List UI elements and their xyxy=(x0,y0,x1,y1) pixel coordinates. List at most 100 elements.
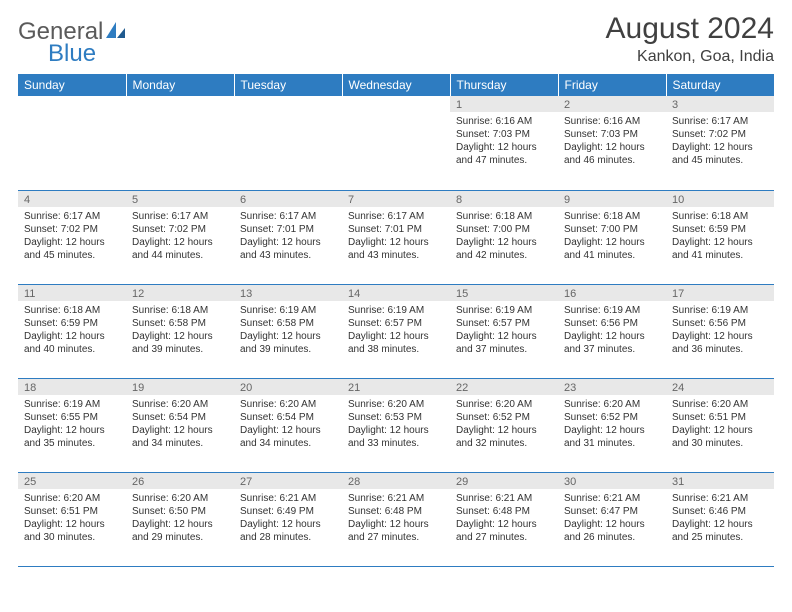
day-details: Sunrise: 6:17 AMSunset: 7:01 PMDaylight:… xyxy=(342,207,450,265)
logo-line2: Blue xyxy=(48,40,96,68)
day-number: 28 xyxy=(342,473,450,489)
calendar-day: 28Sunrise: 6:21 AMSunset: 6:48 PMDayligh… xyxy=(342,472,450,566)
day-details: Sunrise: 6:20 AMSunset: 6:52 PMDaylight:… xyxy=(450,395,558,453)
day-number: 3 xyxy=(666,96,774,112)
day-number: 27 xyxy=(234,473,342,489)
day-number: 10 xyxy=(666,191,774,207)
weekday-header: Wednesday xyxy=(342,74,450,96)
calendar-day: 12Sunrise: 6:18 AMSunset: 6:58 PMDayligh… xyxy=(126,284,234,378)
day-number: 21 xyxy=(342,379,450,395)
location: Kankon, Goa, India xyxy=(606,48,774,66)
page-title: August 2024 xyxy=(606,12,774,46)
calendar-day: 17Sunrise: 6:19 AMSunset: 6:56 PMDayligh… xyxy=(666,284,774,378)
day-number: 15 xyxy=(450,285,558,301)
day-details: Sunrise: 6:20 AMSunset: 6:53 PMDaylight:… xyxy=(342,395,450,453)
calendar-day: 7Sunrise: 6:17 AMSunset: 7:01 PMDaylight… xyxy=(342,190,450,284)
day-details: Sunrise: 6:21 AMSunset: 6:46 PMDaylight:… xyxy=(666,489,774,547)
calendar-day: 16Sunrise: 6:19 AMSunset: 6:56 PMDayligh… xyxy=(558,284,666,378)
weekday-header: Thursday xyxy=(450,74,558,96)
calendar-day: 25Sunrise: 6:20 AMSunset: 6:51 PMDayligh… xyxy=(18,472,126,566)
day-number: 4 xyxy=(18,191,126,207)
day-details: Sunrise: 6:16 AMSunset: 7:03 PMDaylight:… xyxy=(450,112,558,170)
day-details: Sunrise: 6:19 AMSunset: 6:57 PMDaylight:… xyxy=(450,301,558,359)
day-number: 23 xyxy=(558,379,666,395)
day-details: Sunrise: 6:18 AMSunset: 6:59 PMDaylight:… xyxy=(666,207,774,265)
day-number: 31 xyxy=(666,473,774,489)
weekday-header: Saturday xyxy=(666,74,774,96)
day-number: 16 xyxy=(558,285,666,301)
calendar-empty xyxy=(18,96,126,190)
logo-word-2: Blue xyxy=(48,40,96,67)
weekday-header-row: SundayMondayTuesdayWednesdayThursdayFrid… xyxy=(18,74,774,96)
calendar-day: 23Sunrise: 6:20 AMSunset: 6:52 PMDayligh… xyxy=(558,378,666,472)
day-details: Sunrise: 6:17 AMSunset: 7:01 PMDaylight:… xyxy=(234,207,342,265)
header: General August 2024 Kankon, Goa, India xyxy=(18,12,774,66)
day-details: Sunrise: 6:18 AMSunset: 7:00 PMDaylight:… xyxy=(558,207,666,265)
calendar-day: 3Sunrise: 6:17 AMSunset: 7:02 PMDaylight… xyxy=(666,96,774,190)
weekday-header: Sunday xyxy=(18,74,126,96)
calendar-day: 24Sunrise: 6:20 AMSunset: 6:51 PMDayligh… xyxy=(666,378,774,472)
day-details: Sunrise: 6:19 AMSunset: 6:56 PMDaylight:… xyxy=(558,301,666,359)
calendar-day: 9Sunrise: 6:18 AMSunset: 7:00 PMDaylight… xyxy=(558,190,666,284)
calendar-row: 25Sunrise: 6:20 AMSunset: 6:51 PMDayligh… xyxy=(18,472,774,566)
calendar-day: 18Sunrise: 6:19 AMSunset: 6:55 PMDayligh… xyxy=(18,378,126,472)
title-block: August 2024 Kankon, Goa, India xyxy=(606,12,774,66)
day-details: Sunrise: 6:17 AMSunset: 7:02 PMDaylight:… xyxy=(18,207,126,265)
day-details: Sunrise: 6:17 AMSunset: 7:02 PMDaylight:… xyxy=(666,112,774,170)
calendar-day: 15Sunrise: 6:19 AMSunset: 6:57 PMDayligh… xyxy=(450,284,558,378)
day-details: Sunrise: 6:20 AMSunset: 6:50 PMDaylight:… xyxy=(126,489,234,547)
calendar-day: 26Sunrise: 6:20 AMSunset: 6:50 PMDayligh… xyxy=(126,472,234,566)
calendar-table: SundayMondayTuesdayWednesdayThursdayFrid… xyxy=(18,74,774,567)
day-number: 9 xyxy=(558,191,666,207)
day-details: Sunrise: 6:19 AMSunset: 6:58 PMDaylight:… xyxy=(234,301,342,359)
day-number: 30 xyxy=(558,473,666,489)
calendar-day: 11Sunrise: 6:18 AMSunset: 6:59 PMDayligh… xyxy=(18,284,126,378)
day-details: Sunrise: 6:18 AMSunset: 6:59 PMDaylight:… xyxy=(18,301,126,359)
calendar-row: 11Sunrise: 6:18 AMSunset: 6:59 PMDayligh… xyxy=(18,284,774,378)
day-details: Sunrise: 6:20 AMSunset: 6:52 PMDaylight:… xyxy=(558,395,666,453)
weekday-header: Friday xyxy=(558,74,666,96)
calendar-day: 21Sunrise: 6:20 AMSunset: 6:53 PMDayligh… xyxy=(342,378,450,472)
weekday-header: Tuesday xyxy=(234,74,342,96)
day-details: Sunrise: 6:19 AMSunset: 6:57 PMDaylight:… xyxy=(342,301,450,359)
day-number: 25 xyxy=(18,473,126,489)
day-number: 8 xyxy=(450,191,558,207)
day-details: Sunrise: 6:20 AMSunset: 6:51 PMDaylight:… xyxy=(666,395,774,453)
day-details: Sunrise: 6:20 AMSunset: 6:54 PMDaylight:… xyxy=(234,395,342,453)
day-number: 13 xyxy=(234,285,342,301)
day-number: 11 xyxy=(18,285,126,301)
calendar-row: 1Sunrise: 6:16 AMSunset: 7:03 PMDaylight… xyxy=(18,96,774,190)
day-number: 17 xyxy=(666,285,774,301)
day-number: 1 xyxy=(450,96,558,112)
day-details: Sunrise: 6:19 AMSunset: 6:56 PMDaylight:… xyxy=(666,301,774,359)
calendar-day: 1Sunrise: 6:16 AMSunset: 7:03 PMDaylight… xyxy=(450,96,558,190)
day-number: 18 xyxy=(18,379,126,395)
day-number: 7 xyxy=(342,191,450,207)
calendar-empty xyxy=(234,96,342,190)
calendar-row: 18Sunrise: 6:19 AMSunset: 6:55 PMDayligh… xyxy=(18,378,774,472)
day-number: 6 xyxy=(234,191,342,207)
day-number: 19 xyxy=(126,379,234,395)
day-details: Sunrise: 6:17 AMSunset: 7:02 PMDaylight:… xyxy=(126,207,234,265)
calendar-day: 10Sunrise: 6:18 AMSunset: 6:59 PMDayligh… xyxy=(666,190,774,284)
day-details: Sunrise: 6:21 AMSunset: 6:49 PMDaylight:… xyxy=(234,489,342,547)
calendar-day: 2Sunrise: 6:16 AMSunset: 7:03 PMDaylight… xyxy=(558,96,666,190)
day-number: 26 xyxy=(126,473,234,489)
calendar-day: 4Sunrise: 6:17 AMSunset: 7:02 PMDaylight… xyxy=(18,190,126,284)
calendar-empty xyxy=(126,96,234,190)
calendar-day: 6Sunrise: 6:17 AMSunset: 7:01 PMDaylight… xyxy=(234,190,342,284)
day-number: 22 xyxy=(450,379,558,395)
day-number: 20 xyxy=(234,379,342,395)
calendar-day: 31Sunrise: 6:21 AMSunset: 6:46 PMDayligh… xyxy=(666,472,774,566)
day-details: Sunrise: 6:21 AMSunset: 6:48 PMDaylight:… xyxy=(342,489,450,547)
day-number: 14 xyxy=(342,285,450,301)
day-number: 29 xyxy=(450,473,558,489)
day-number: 24 xyxy=(666,379,774,395)
day-number: 5 xyxy=(126,191,234,207)
calendar-day: 5Sunrise: 6:17 AMSunset: 7:02 PMDaylight… xyxy=(126,190,234,284)
calendar-row: 4Sunrise: 6:17 AMSunset: 7:02 PMDaylight… xyxy=(18,190,774,284)
calendar-day: 8Sunrise: 6:18 AMSunset: 7:00 PMDaylight… xyxy=(450,190,558,284)
day-details: Sunrise: 6:20 AMSunset: 6:54 PMDaylight:… xyxy=(126,395,234,453)
calendar-day: 19Sunrise: 6:20 AMSunset: 6:54 PMDayligh… xyxy=(126,378,234,472)
day-details: Sunrise: 6:18 AMSunset: 7:00 PMDaylight:… xyxy=(450,207,558,265)
